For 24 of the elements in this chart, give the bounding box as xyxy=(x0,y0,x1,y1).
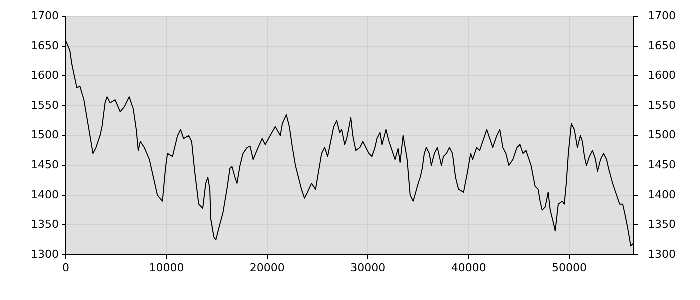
y2-tick-label: 1500 xyxy=(648,128,676,142)
y2-tick-label: 1550 xyxy=(648,98,676,112)
x-tick-label: 0 xyxy=(62,261,70,274)
y-tick-label: 1600 xyxy=(31,69,59,82)
y-tick-label: 1700 xyxy=(31,9,59,22)
y2-tick-label: 1700 xyxy=(648,9,676,22)
x-tick-label: 10000 xyxy=(149,261,184,274)
y-tick-label: 1300 xyxy=(31,248,59,261)
y2-tick-label: 1600 xyxy=(648,69,676,82)
y-tick-label: 1550 xyxy=(31,98,59,112)
y2-tick-label: 1400 xyxy=(648,188,676,202)
x-tick-label: 30000 xyxy=(350,261,386,274)
y-tick-label: 1350 xyxy=(31,218,59,232)
y-tick-label: 1650 xyxy=(31,39,59,52)
x-tick-label: 50000 xyxy=(552,261,588,274)
y2-tick-label: 1450 xyxy=(648,158,676,172)
x-tick-label: 40000 xyxy=(451,261,486,274)
y2-tick-label: 1650 xyxy=(648,39,676,52)
y-tick-label: 1500 xyxy=(31,128,59,142)
x-tick-label: 20000 xyxy=(250,261,285,274)
y2-tick-label: 1350 xyxy=(648,218,676,232)
y-tick-label: 1400 xyxy=(31,188,59,202)
y-tick-label: 1450 xyxy=(31,158,59,172)
y2-tick-label: 1300 xyxy=(648,248,676,261)
